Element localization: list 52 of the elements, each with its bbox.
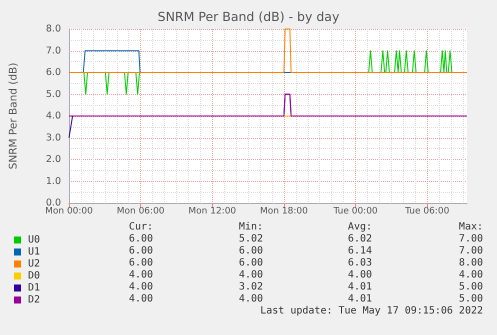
text: 4.01 xyxy=(348,282,372,292)
y-axis-title: SNRM Per Band (dB) xyxy=(8,62,20,170)
text: 5.00 xyxy=(458,294,484,304)
text: 6.00 xyxy=(128,258,154,268)
y-tick-label: 4.0 xyxy=(46,110,61,122)
text: 4.00 xyxy=(238,294,264,304)
text: Min: xyxy=(238,222,264,232)
x-tick-label: Mon 00:00 xyxy=(45,206,94,216)
text: Cur: xyxy=(128,222,154,232)
x-tick-label: Mon 18:00 xyxy=(260,206,308,216)
text: 4.00 xyxy=(128,294,154,304)
text: 4.00 xyxy=(348,270,372,280)
text: Last update: Tue May 17 09:15:06 2022 xyxy=(260,306,484,316)
legend-label: U0 xyxy=(28,234,40,246)
text: 7.00 xyxy=(458,234,484,244)
text: 4.00 xyxy=(458,270,484,280)
text: 6.14 xyxy=(348,246,372,256)
legend-label: U1 xyxy=(28,246,40,258)
text: 4.00 xyxy=(238,270,264,280)
text: 6.03 xyxy=(348,258,372,268)
x-tick-label: Tue 06:00 xyxy=(404,206,450,216)
legend-label: D1 xyxy=(28,282,40,294)
y-tick-label: 2.0 xyxy=(46,154,61,165)
y-tick-label: 1.0 xyxy=(46,176,61,187)
legend-label: U2 xyxy=(28,258,40,270)
text: 4.00 xyxy=(128,270,154,280)
text: 6.00 xyxy=(238,246,264,256)
legend-label: D0 xyxy=(28,270,40,282)
y-tick-label: 0.0 xyxy=(46,198,61,208)
text: 3.02 xyxy=(238,282,264,292)
text: 8.00 xyxy=(458,258,484,268)
chart-title: SNRM Per Band (dB) - by day xyxy=(158,9,340,24)
text: Avg: xyxy=(348,222,372,232)
y-tick-label: 3.0 xyxy=(46,132,61,144)
y-tick-label: 8.0 xyxy=(46,24,61,34)
y-tick-label: 7.0 xyxy=(46,45,61,56)
text: 5.02 xyxy=(238,234,264,244)
x-tick-label: Tue 00:00 xyxy=(332,206,378,216)
text: 4.00 xyxy=(128,282,154,292)
y-tick-label: 5.0 xyxy=(46,88,61,100)
text: 4.01 xyxy=(348,294,372,304)
y-tick-label: 6.0 xyxy=(46,67,61,78)
text: 6.00 xyxy=(128,234,154,244)
legend-label: D2 xyxy=(28,294,40,306)
text: 6.00 xyxy=(128,246,154,256)
text: 6.00 xyxy=(238,258,264,268)
text: 5.00 xyxy=(458,282,484,292)
text: 6.02 xyxy=(348,234,372,244)
x-tick-label: Mon 06:00 xyxy=(116,206,165,216)
text: 7.00 xyxy=(458,246,484,256)
x-tick-label: Mon 12:00 xyxy=(188,206,236,216)
text: Max: xyxy=(458,222,484,232)
